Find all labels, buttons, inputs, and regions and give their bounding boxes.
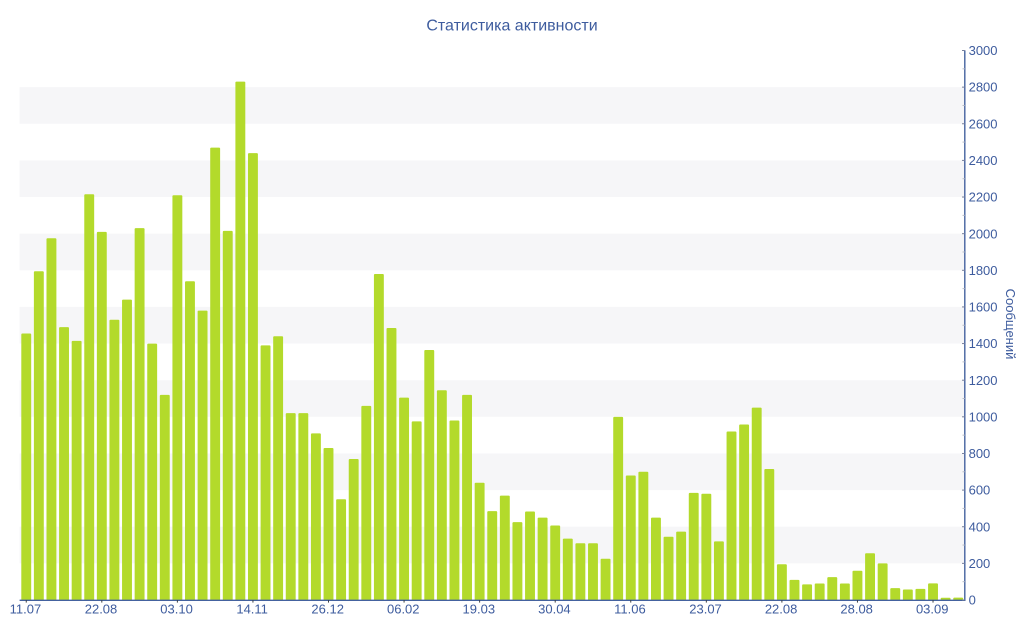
- svg-text:1800: 1800: [969, 263, 998, 278]
- svg-text:1400: 1400: [969, 336, 998, 351]
- svg-text:0: 0: [969, 593, 976, 608]
- svg-text:2200: 2200: [969, 190, 998, 205]
- svg-text:28.08: 28.08: [840, 602, 873, 617]
- svg-text:03.09: 03.09: [916, 602, 949, 617]
- svg-text:06.02: 06.02: [387, 602, 420, 617]
- svg-text:600: 600: [969, 483, 991, 498]
- svg-text:03.10: 03.10: [160, 602, 193, 617]
- svg-text:11.06: 11.06: [614, 602, 646, 617]
- svg-text:2800: 2800: [969, 80, 998, 95]
- svg-text:19.03: 19.03: [463, 602, 496, 617]
- svg-text:1200: 1200: [969, 373, 998, 388]
- svg-text:1000: 1000: [969, 409, 998, 424]
- svg-text:2600: 2600: [969, 116, 998, 131]
- svg-text:14.11: 14.11: [236, 602, 268, 617]
- svg-text:2000: 2000: [969, 226, 998, 241]
- svg-text:3000: 3000: [969, 43, 998, 58]
- svg-text:200: 200: [969, 556, 991, 571]
- svg-text:400: 400: [969, 519, 991, 534]
- svg-text:22.08: 22.08: [765, 602, 798, 617]
- svg-text:11.07: 11.07: [10, 602, 42, 617]
- svg-text:2400: 2400: [969, 153, 998, 168]
- svg-text:Статистика активности: Статистика активности: [426, 18, 597, 35]
- svg-text:1600: 1600: [969, 300, 998, 315]
- svg-text:30.04: 30.04: [538, 602, 571, 617]
- svg-text:800: 800: [969, 446, 991, 461]
- svg-text:23.07: 23.07: [689, 602, 722, 617]
- svg-text:22.08: 22.08: [85, 602, 118, 617]
- svg-text:Сообщений: Сообщений: [1003, 289, 1018, 360]
- svg-text:26.12: 26.12: [311, 602, 344, 617]
